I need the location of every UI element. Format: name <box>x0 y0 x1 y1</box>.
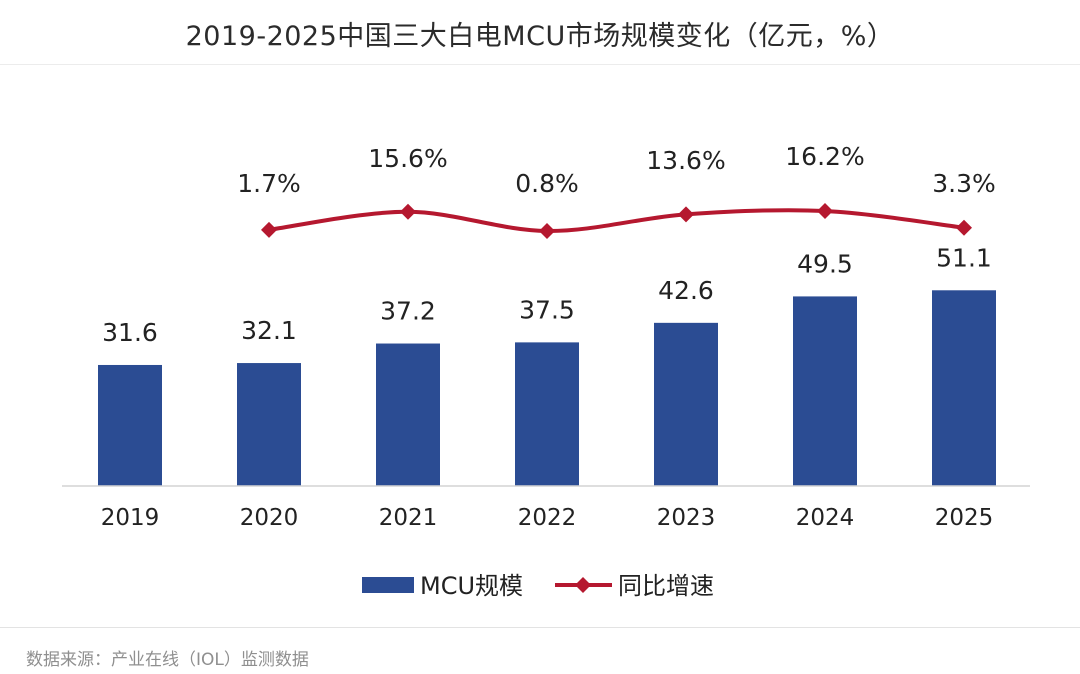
growth-marker-2024 <box>817 203 833 219</box>
legend-line-marker <box>575 577 591 593</box>
source-divider <box>0 627 1080 628</box>
growth-marker-2025 <box>956 220 972 236</box>
bar-2021 <box>376 344 440 486</box>
growth-marker-2021 <box>400 204 416 220</box>
legend-bar-swatch <box>362 577 414 593</box>
bar-value-label-2023: 42.6 <box>658 276 714 305</box>
growth-marker-2023 <box>678 206 694 222</box>
source-note: 数据来源：产业在线（IOL）监测数据 <box>26 645 309 670</box>
x-tick-label-2020: 2020 <box>240 505 299 531</box>
bar-2019 <box>98 365 162 486</box>
growth-value-label-2025: 3.3% <box>932 169 996 198</box>
x-tick-label-2023: 2023 <box>657 505 716 531</box>
x-tick-label-2021: 2021 <box>379 505 438 531</box>
x-tick-label-2022: 2022 <box>518 505 577 531</box>
bar-2020 <box>237 363 301 486</box>
bar-value-label-2024: 49.5 <box>797 249 853 278</box>
bar-value-label-2025: 51.1 <box>936 243 992 272</box>
growth-value-label-2023: 13.6% <box>646 146 725 175</box>
x-tick-label-2019: 2019 <box>101 505 160 531</box>
growth-marker-2020 <box>261 222 277 238</box>
legend-line-label: 同比增速 <box>618 572 714 600</box>
bar-2023 <box>654 323 718 486</box>
bar-2024 <box>793 296 857 486</box>
growth-value-label-2020: 1.7% <box>237 169 301 198</box>
growth-value-label-2024: 16.2% <box>785 142 864 171</box>
chart-canvas: 31.6 2019 32.1 2020 37.2 2021 37.5 2022 42.6 2023… <box>0 0 1080 627</box>
growth-marker-2022 <box>539 223 555 239</box>
bar-2025 <box>932 290 996 486</box>
growth-value-label-2021: 15.6% <box>368 144 447 173</box>
growth-line-layer <box>261 203 972 239</box>
x-tick-label-2025: 2025 <box>935 505 994 531</box>
bar-value-label-2019: 31.6 <box>102 318 158 347</box>
bar-value-label-2022: 37.5 <box>519 295 575 324</box>
growth-value-label-2022: 0.8% <box>515 169 579 198</box>
bar-value-label-2021: 37.2 <box>380 297 436 326</box>
x-tick-label-2024: 2024 <box>796 505 855 531</box>
growth-line <box>269 210 964 231</box>
legend-bar-label: MCU规模 <box>420 572 523 600</box>
legend: MCU规模 同比增速 <box>362 572 714 600</box>
bar-value-label-2020: 32.1 <box>241 316 297 345</box>
bar-2022 <box>515 342 579 486</box>
